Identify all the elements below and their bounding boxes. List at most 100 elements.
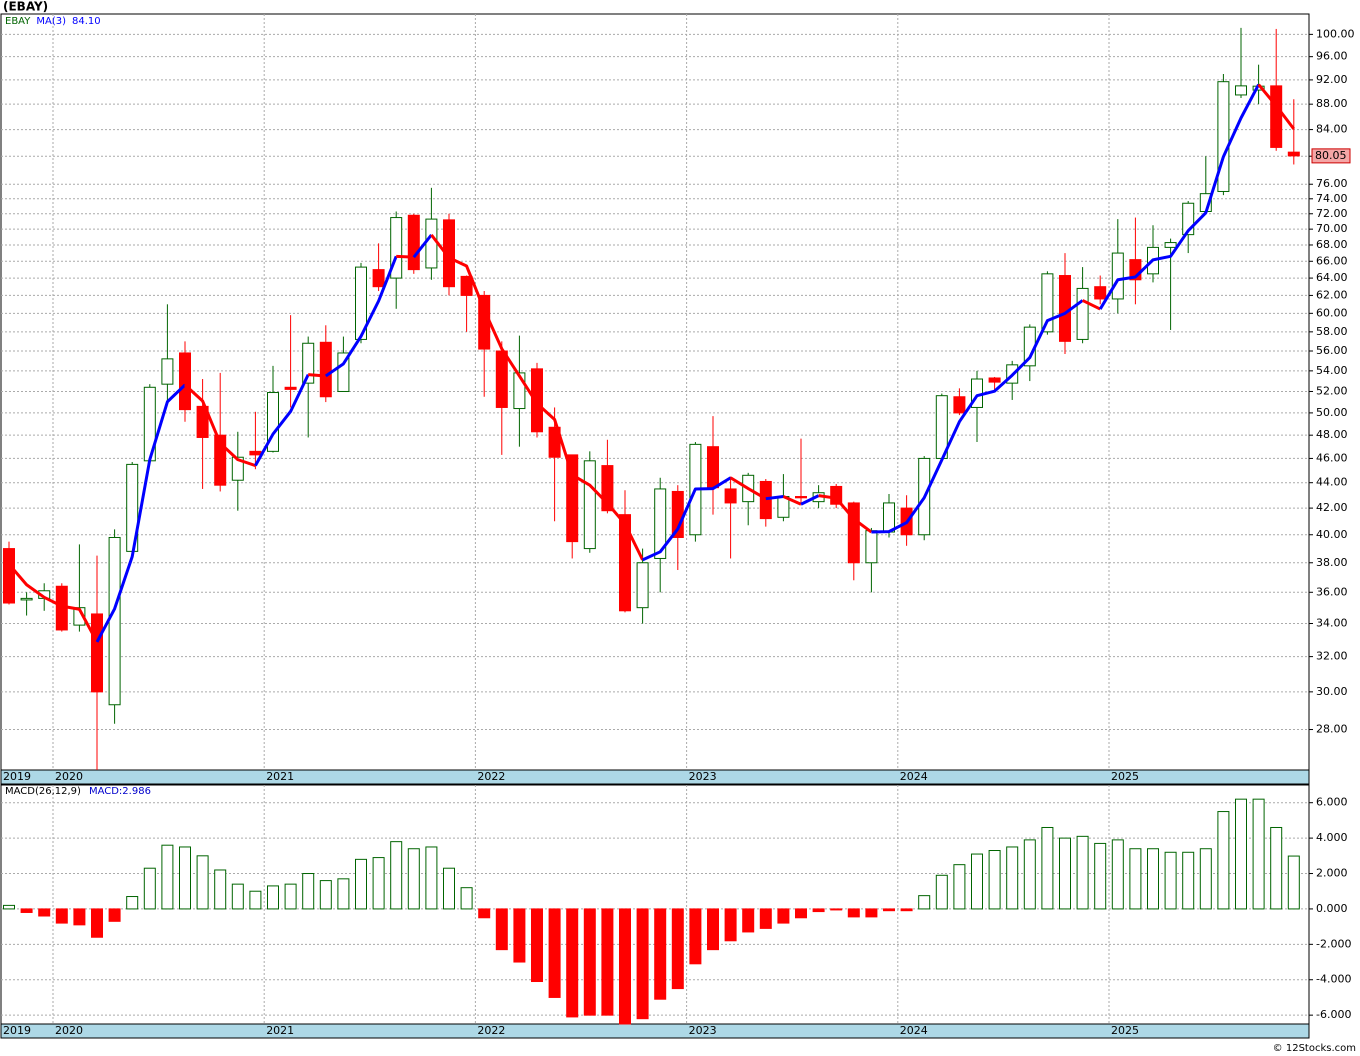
- y-tick-label: 34.00: [1316, 617, 1348, 630]
- macd-bar: [601, 908, 614, 1016]
- macd-bar: [143, 867, 156, 910]
- ma-line: [1098, 83, 1260, 310]
- candle-body: [108, 536, 121, 706]
- macd-bar: [1094, 842, 1107, 910]
- candle-body: [1164, 242, 1177, 248]
- candle-body: [20, 597, 33, 601]
- macd-bar: [1235, 798, 1247, 910]
- macd-bar: [73, 908, 86, 926]
- candle-body: [337, 352, 350, 392]
- macd-bar: [126, 896, 139, 910]
- macd-bar: [777, 908, 790, 924]
- chart-title: (EBAY): [3, 0, 48, 14]
- macd-bar: [3, 904, 15, 910]
- legend-entry: MACD(26,12,9): [5, 786, 81, 797]
- candle-body: [1041, 273, 1054, 333]
- x-tick-label: 2020: [55, 1024, 83, 1037]
- y-tick-label: 4.000: [1316, 831, 1348, 844]
- y-tick-label: 30.00: [1316, 685, 1348, 698]
- macd-bar: [249, 890, 262, 910]
- candle-body: [724, 488, 737, 504]
- candle-body: [196, 405, 209, 438]
- macd-bar: [1006, 846, 1019, 910]
- macd-bar: [214, 869, 227, 910]
- y-tick-label: 60.00: [1316, 306, 1348, 319]
- y-tick-label: 96.00: [1316, 50, 1348, 63]
- y-tick-label: 70.00: [1316, 222, 1348, 235]
- candle-body: [583, 460, 596, 550]
- candle-body: [654, 488, 667, 559]
- y-tick-label: 28.00: [1316, 723, 1348, 736]
- macd-bar: [1217, 811, 1230, 910]
- candle-body: [91, 613, 103, 693]
- y-tick-label: 64.00: [1316, 271, 1348, 284]
- candle-body: [179, 352, 191, 411]
- legend-value: MACD:2.986: [89, 786, 151, 797]
- macd-bar: [1023, 839, 1036, 910]
- macd-bar: [988, 850, 1001, 910]
- macd-bar: [302, 873, 315, 910]
- y-tick-label: 72.00: [1316, 207, 1348, 220]
- macd-bar: [55, 908, 68, 924]
- y-tick-label: 0.000: [1316, 902, 1348, 915]
- candle-body: [390, 217, 403, 279]
- macd-bar: [319, 880, 332, 910]
- y-tick-label: 76.00: [1316, 177, 1348, 190]
- macd-bar: [707, 908, 719, 951]
- macd-bar: [478, 908, 491, 919]
- ma-line: [782, 495, 802, 506]
- macd-bar: [953, 864, 966, 910]
- x-tick-label: 2023: [689, 1024, 717, 1037]
- macd-bar: [830, 908, 843, 911]
- macd-bar: [847, 908, 860, 918]
- macd-bar: [1147, 848, 1159, 910]
- candle-body: [531, 368, 543, 433]
- x-tick-label: 2021: [266, 1024, 294, 1037]
- price-panel: [0, 13, 1310, 771]
- macd-bar: [689, 908, 702, 965]
- macd-bar: [460, 887, 473, 910]
- x-tick-label: 2022: [477, 1024, 505, 1037]
- macd-bar: [865, 908, 878, 918]
- macd-bar: [1270, 826, 1283, 910]
- ma-line: [641, 476, 732, 562]
- macd-bar: [38, 908, 51, 917]
- y-tick-label: 68.00: [1316, 238, 1348, 251]
- y-tick-label: 40.00: [1316, 528, 1348, 541]
- y-tick-label: -2.000: [1316, 937, 1351, 950]
- y-tick-label: 100.00: [1316, 27, 1355, 40]
- date-strip: [0, 1023, 1310, 1039]
- y-tick-label: 58.00: [1316, 325, 1348, 338]
- candle-body: [1059, 275, 1071, 342]
- candle-body: [214, 434, 227, 486]
- y-tick-label: 66.00: [1316, 254, 1348, 267]
- macd-bar: [1129, 848, 1142, 910]
- macd-bar: [372, 857, 385, 910]
- ma-line: [1257, 83, 1295, 130]
- candle-body: [267, 392, 279, 452]
- candle-body: [759, 480, 772, 520]
- x-tick-label: 2019: [3, 1024, 31, 1037]
- ma-line: [800, 494, 820, 506]
- candle-body: [425, 218, 438, 269]
- x-tick-label: 2022: [477, 770, 505, 783]
- candle-body: [1111, 252, 1124, 300]
- candle-body: [830, 485, 843, 505]
- legend: EBAY MA(3) 84.10: [5, 16, 101, 27]
- candle-body: [355, 266, 367, 340]
- y-tick-label: 2.000: [1316, 867, 1348, 880]
- candle-body: [161, 358, 174, 385]
- macd-bar: [724, 908, 737, 942]
- y-tick-label: 62.00: [1316, 288, 1348, 301]
- candle-body: [1094, 286, 1107, 300]
- macd-bar: [971, 853, 983, 910]
- y-tick-label: -4.000: [1316, 973, 1351, 986]
- candle-body: [1235, 85, 1247, 96]
- y-tick-label: 44.00: [1316, 476, 1348, 489]
- ma-line: [1081, 299, 1101, 311]
- candle-body: [284, 386, 297, 390]
- x-tick-label: 2025: [1111, 1024, 1139, 1037]
- macd-bar: [390, 841, 403, 910]
- candle-body: [372, 269, 385, 288]
